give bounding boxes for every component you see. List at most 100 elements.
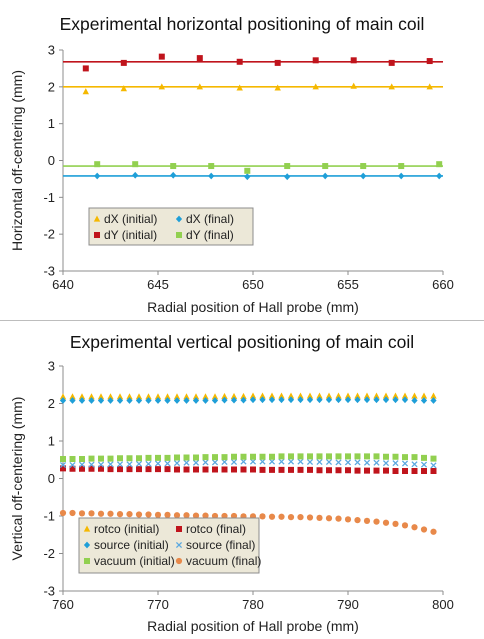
data-point-vacuum-final bbox=[344, 516, 352, 523]
data-point-rotco-initial bbox=[154, 393, 162, 400]
y-tick-label: 0 bbox=[48, 471, 55, 486]
data-point-dy-final bbox=[132, 161, 139, 168]
data-point-vacuum-final bbox=[297, 514, 304, 521]
data-point-source-initial bbox=[78, 397, 86, 404]
data-point-dy-initial bbox=[426, 58, 433, 65]
data-point-rotco-initial bbox=[97, 393, 105, 400]
data-point-vacuum-initial bbox=[278, 453, 285, 460]
y-tick-label: 2 bbox=[48, 79, 55, 94]
y-axis-label: Vertical off-centering (mm) bbox=[9, 397, 25, 561]
data-point-source-final bbox=[411, 461, 418, 468]
data-point-rotco-final bbox=[183, 466, 190, 473]
data-point-vacuum-initial bbox=[307, 453, 313, 460]
data-point-vacuum-initial bbox=[392, 453, 399, 460]
data-point-source-initial bbox=[430, 397, 437, 404]
data-point-vacuum-final bbox=[278, 513, 285, 520]
series-source-final bbox=[59, 458, 437, 469]
data-point-rotco-initial bbox=[183, 393, 190, 400]
data-point-vacuum-initial bbox=[88, 455, 95, 462]
data-point-source-final bbox=[401, 460, 409, 467]
data-point-dy-final bbox=[398, 163, 405, 170]
data-point-vacuum-final bbox=[430, 528, 437, 535]
data-point-vacuum-final bbox=[135, 511, 143, 518]
series-rotco-initial bbox=[59, 392, 437, 400]
data-point-source-final bbox=[78, 461, 86, 468]
data-point-vacuum-initial bbox=[117, 455, 123, 462]
y-tick-label: 2 bbox=[48, 396, 55, 411]
data-point-rotco-final bbox=[79, 465, 85, 472]
data-point-rotco-initial bbox=[354, 392, 361, 399]
data-point-source-final bbox=[69, 461, 76, 469]
data-point-rotco-final bbox=[60, 465, 66, 472]
data-point-source-initial bbox=[411, 397, 418, 404]
legend: dX (initial) dX (final) dY (initial) dY (fi… bbox=[88, 207, 254, 246]
y-tick-label: -2 bbox=[43, 546, 55, 561]
legend-marker-rotco-final bbox=[176, 526, 182, 532]
data-point-dy-initial bbox=[236, 58, 243, 65]
data-point-source-final bbox=[373, 459, 380, 466]
data-point-source-initial bbox=[344, 396, 352, 404]
data-point-rotco-final bbox=[107, 466, 114, 473]
data-point-vacuum-initial bbox=[231, 453, 237, 460]
y-tick-label: -3 bbox=[43, 584, 55, 599]
data-point-vacuum-final bbox=[192, 512, 200, 519]
data-point-dy-final bbox=[360, 163, 367, 170]
data-point-source-final bbox=[249, 458, 257, 465]
data-point-dx-final bbox=[284, 173, 291, 181]
data-point-dy-initial bbox=[350, 57, 357, 64]
data-point-vacuum-initial bbox=[98, 455, 104, 462]
data-point-rotco-initial bbox=[306, 392, 314, 399]
data-point-source-initial bbox=[325, 396, 333, 404]
data-point-source-final bbox=[202, 459, 209, 466]
data-point-source-final bbox=[306, 458, 314, 466]
data-point-rotco-final bbox=[326, 467, 332, 474]
data-point-rotco-initial bbox=[420, 392, 428, 399]
data-point-rotco-initial bbox=[135, 393, 143, 400]
data-point-rotco-initial bbox=[363, 392, 371, 399]
data-point-vacuum-initial bbox=[60, 456, 66, 462]
data-point-source-final bbox=[97, 461, 105, 468]
data-point-dx-final bbox=[436, 172, 443, 180]
data-point-vacuum-initial bbox=[269, 453, 275, 460]
data-point-vacuum-initial bbox=[107, 455, 114, 462]
data-point-source-final bbox=[135, 460, 143, 467]
data-point-rotco-initial bbox=[392, 392, 399, 399]
data-point-source-final bbox=[192, 459, 200, 466]
data-point-rotco-final bbox=[117, 466, 123, 473]
data-point-vacuum-final bbox=[354, 517, 361, 524]
legend-label-dx-final: dX (final) bbox=[186, 212, 234, 226]
data-point-vacuum-initial bbox=[364, 453, 370, 460]
data-point-vacuum-initial bbox=[174, 454, 180, 461]
data-point-rotco-initial bbox=[268, 392, 276, 399]
data-point-vacuum-initial bbox=[240, 453, 247, 460]
data-point-vacuum-final bbox=[363, 517, 371, 524]
data-point-dy-final bbox=[436, 161, 443, 168]
data-point-source-final bbox=[116, 461, 124, 468]
data-point-rotco-final bbox=[202, 466, 209, 473]
data-point-vacuum-initial bbox=[126, 455, 133, 462]
data-point-source-final bbox=[268, 458, 276, 465]
data-point-rotco-final bbox=[297, 466, 304, 473]
x-tick-label: 655 bbox=[337, 277, 359, 292]
data-point-source-final bbox=[420, 461, 428, 468]
data-point-rotco-final bbox=[231, 466, 237, 473]
data-point-source-final bbox=[316, 458, 323, 466]
data-point-source-final bbox=[173, 460, 181, 467]
series-vacuum-initial bbox=[60, 453, 437, 462]
data-point-vacuum-final bbox=[411, 524, 418, 531]
chart-title: Experimental vertical positioning of mai… bbox=[70, 332, 414, 352]
data-point-dx-final bbox=[398, 172, 405, 180]
data-point-rotco-final bbox=[373, 467, 380, 474]
data-point-rotco-final bbox=[145, 466, 152, 473]
data-point-rotco-initial bbox=[382, 392, 390, 399]
y-tick-label: 3 bbox=[48, 359, 55, 374]
data-point-source-initial bbox=[373, 396, 380, 404]
data-point-rotco-final bbox=[240, 466, 247, 473]
data-point-source-initial bbox=[306, 396, 314, 404]
data-point-vacuum-initial bbox=[145, 454, 152, 461]
data-point-dy-initial bbox=[274, 59, 281, 66]
data-point-dy-final bbox=[244, 167, 251, 174]
data-point-rotco-initial bbox=[325, 392, 333, 399]
data-point-rotco-initial bbox=[230, 392, 238, 399]
data-point-rotco-final bbox=[383, 467, 389, 474]
